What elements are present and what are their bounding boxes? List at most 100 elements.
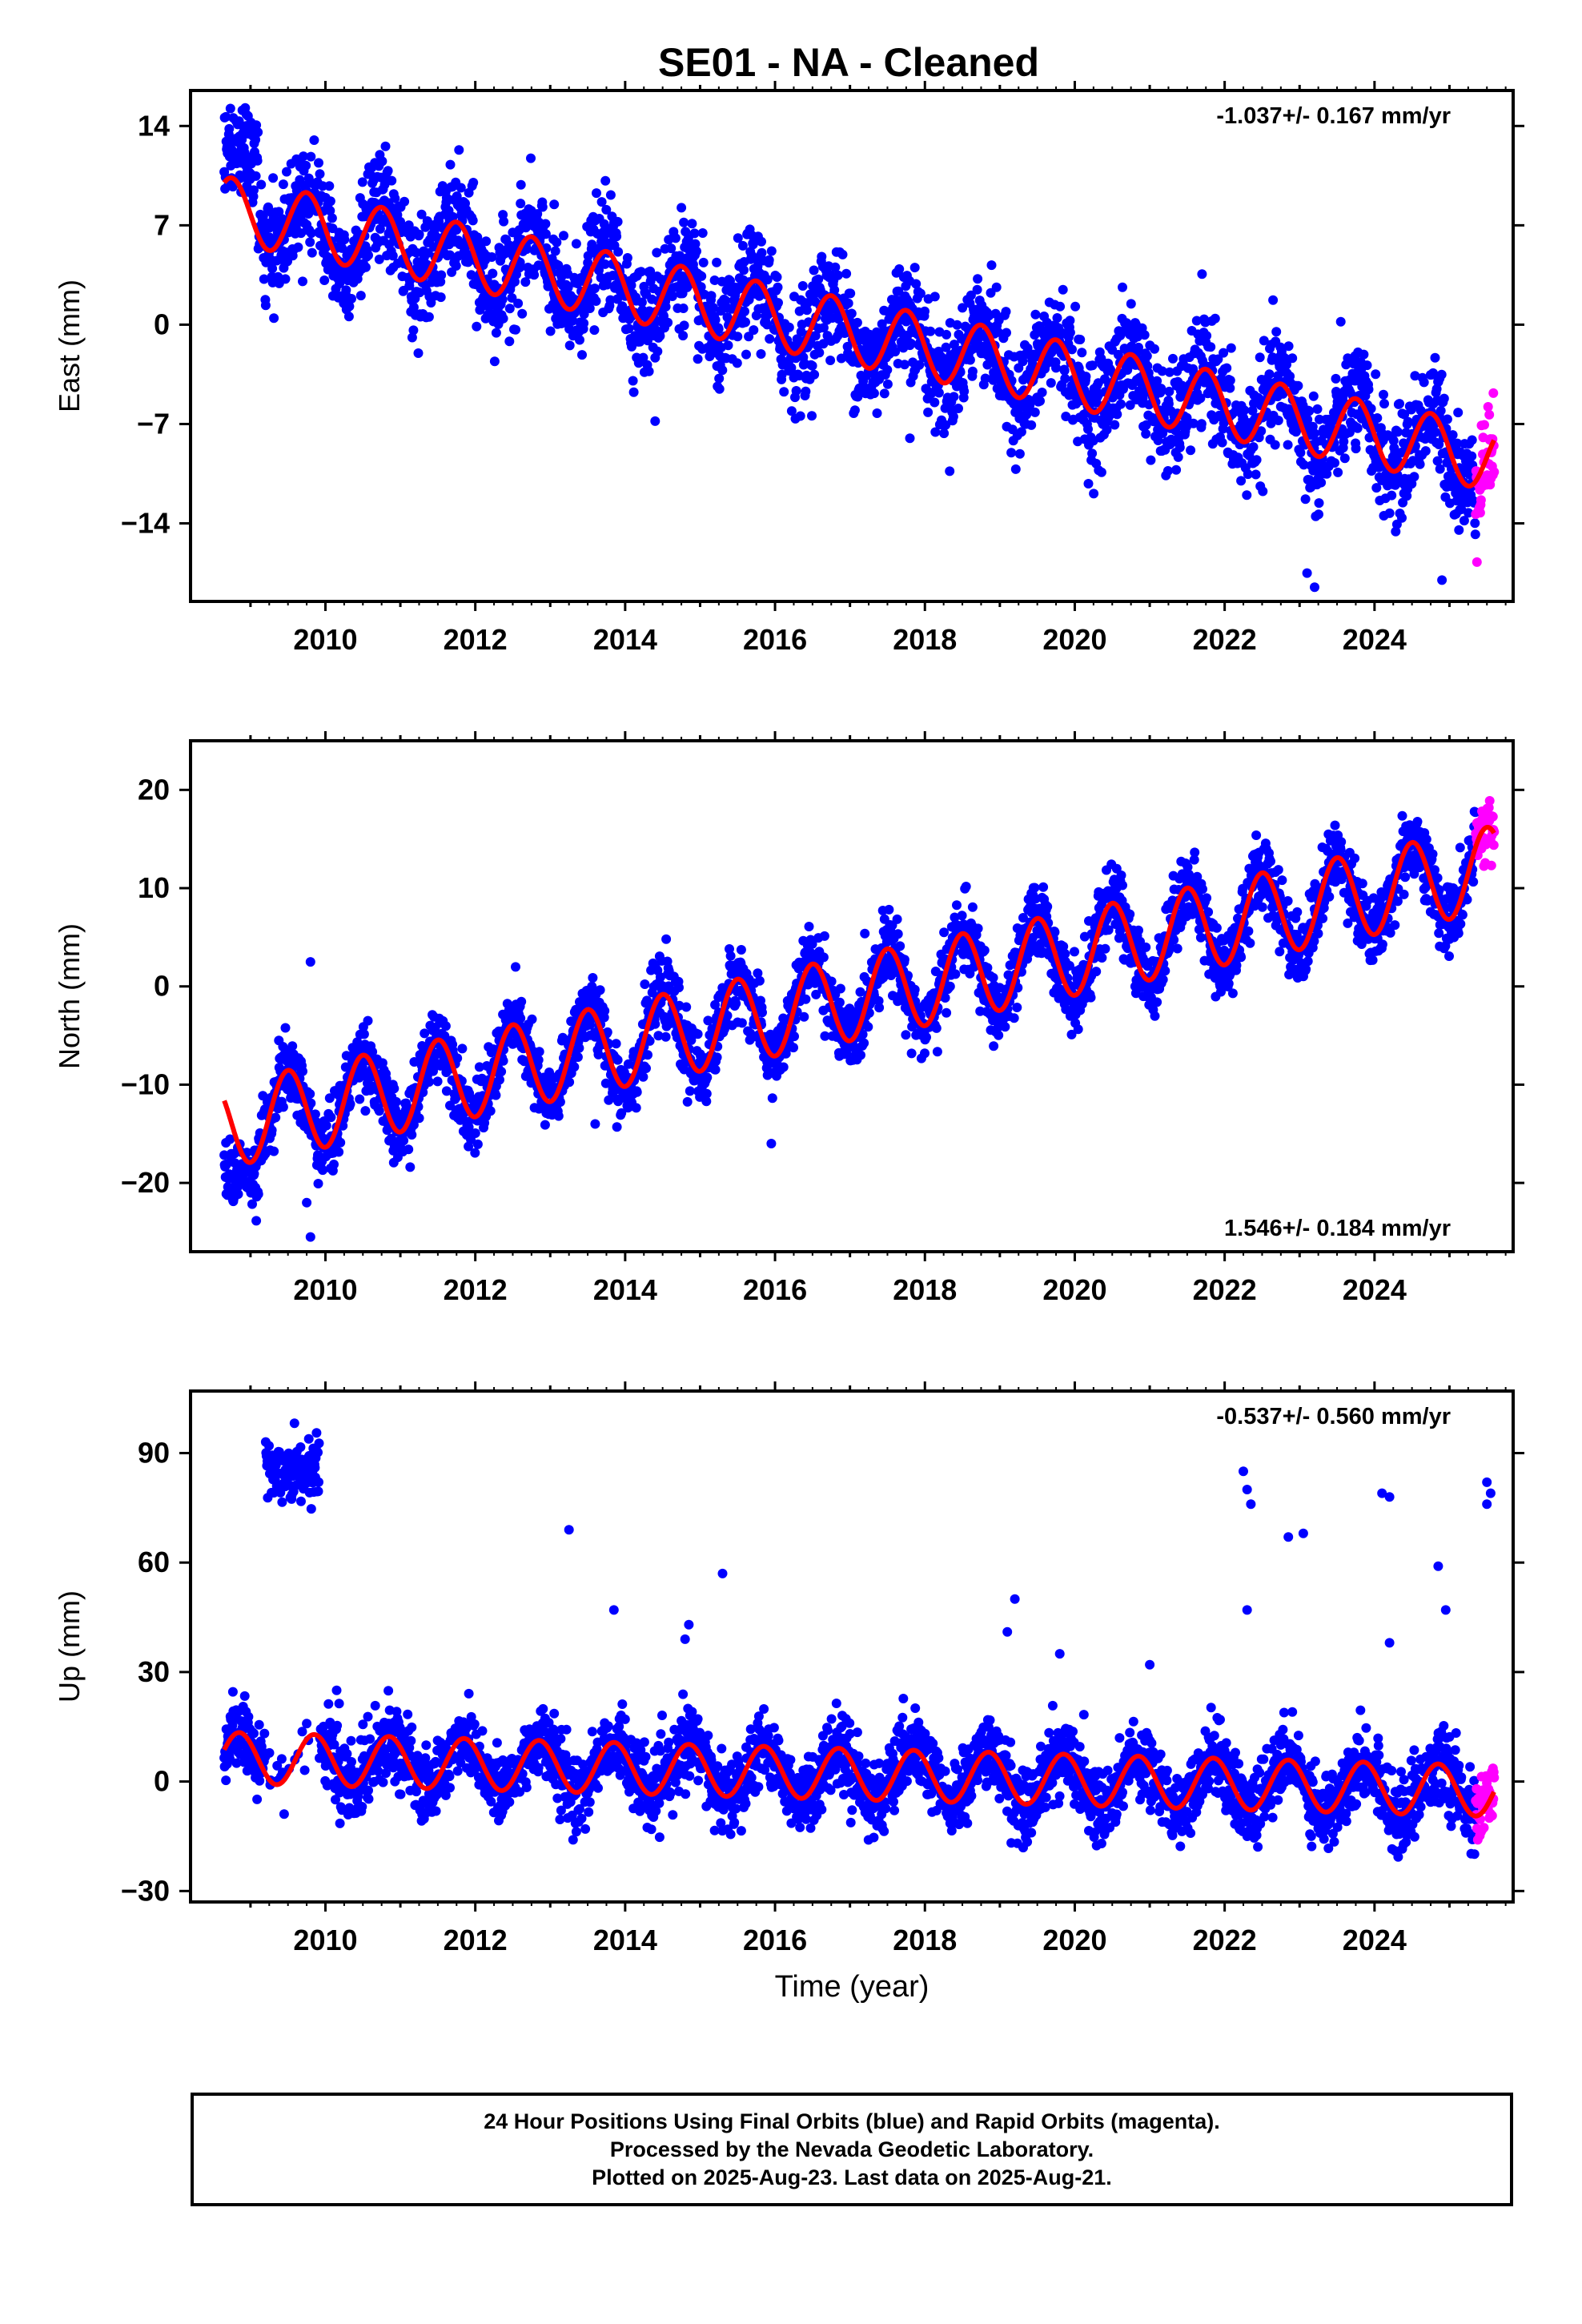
east-final-orbit-point [591,296,601,306]
east-final-orbit-point [1226,343,1236,353]
east-x-tick-label: 2016 [743,623,807,656]
east-final-orbit-point [1197,269,1207,279]
east-final-orbit-point [1270,440,1280,450]
east-final-orbit-point [1312,404,1323,414]
north-final-orbit-point [470,1148,480,1158]
east-final-orbit-point [764,255,774,265]
north-final-orbit-point [600,1006,610,1016]
east-final-orbit-point [1174,442,1185,452]
east-final-orbit-point [757,247,767,258]
east-final-orbit-point [1251,455,1262,465]
east-final-orbit-point [1379,389,1388,400]
east-final-orbit-point [1316,477,1327,488]
east-final-orbit-point [515,257,525,267]
east-final-orbit-point [829,285,840,296]
north-final-orbit-point [906,1048,917,1059]
north-final-orbit-point [712,1052,722,1063]
east-final-orbit-point [448,211,458,222]
east-final-orbit-point [545,326,556,336]
north-final-orbit-point [360,1106,371,1116]
north-final-orbit-point [440,1021,451,1031]
north-final-orbit-point [661,1031,671,1042]
east-final-orbit-point [973,274,983,284]
north-final-orbit-point [789,1043,798,1053]
north-final-orbit-point [801,994,811,1004]
east-final-orbit-point [374,254,384,264]
east-final-orbit-point [605,190,616,200]
east-final-orbit-point [954,404,963,413]
east-final-orbit-point [807,411,817,421]
east-final-orbit-point [568,316,578,326]
east-final-orbit-point [315,169,325,179]
east-final-orbit-point [1219,348,1229,358]
east-final-orbit-point [510,276,520,287]
east-final-orbit-point [666,243,677,254]
east-final-orbit-point [314,158,323,168]
north-final-orbit-point [511,962,520,972]
east-final-orbit-point [741,349,751,360]
east-y-axis-label: East (mm) [53,279,86,412]
east-final-orbit-point [1025,400,1035,411]
east-final-orbit-point [1447,430,1458,440]
east-final-orbit-point [817,251,827,262]
east-outlier-point [905,433,915,444]
east-final-orbit-point [706,291,717,301]
north-final-orbit-point [399,1136,409,1146]
east-final-orbit-point [1210,313,1220,324]
east-final-orbit-point [733,332,743,342]
north-final-orbit-point [595,985,605,995]
east-final-orbit-point [379,179,390,190]
east-final-orbit-point [387,175,397,186]
east-final-orbit-point [638,352,648,363]
east-final-orbit-point [587,239,597,250]
east-final-orbit-point [814,348,825,358]
east-final-orbit-point [1196,419,1207,429]
east-final-orbit-point [1242,490,1252,501]
east-final-orbit-point [1037,388,1047,397]
east-final-orbit-point [552,237,562,247]
east-final-orbit-point [967,366,978,376]
east-final-orbit-point [325,206,335,216]
north-final-orbit-point [757,1007,767,1018]
north-final-orbit-point [420,1028,430,1039]
east-final-orbit-point [1195,393,1206,404]
east-final-orbit-point [930,292,940,302]
east-final-orbit-point [797,281,808,291]
east-final-orbit-point [766,246,777,256]
east-final-orbit-point [507,293,517,303]
east-final-orbit-point [1118,282,1127,292]
east-final-orbit-point [1060,373,1070,384]
east-final-orbit-point [1470,529,1480,540]
east-final-orbit-point [347,294,356,304]
north-final-orbit-point [804,922,814,931]
east-final-orbit-point [920,306,930,316]
east-final-orbit-point [559,231,568,241]
north-final-orbit-point [253,1189,263,1200]
east-final-orbit-point [846,308,857,319]
east-final-orbit-point [599,219,609,229]
east-final-orbit-point [249,185,259,195]
east-y-tick-label: −7 [137,407,170,440]
east-final-orbit-point [325,196,335,207]
east-final-orbit-point [714,384,725,394]
east-y-tick-label: −14 [121,507,170,540]
east-final-orbit-point [407,332,417,343]
east-final-orbit-point [1030,407,1040,417]
east-final-orbit-point [687,219,697,229]
east-final-orbit-point [843,298,853,308]
north-final-orbit-point [859,1038,869,1048]
east-final-orbit-point [714,373,725,384]
east-final-orbit-point [327,213,337,223]
east-final-orbit-point [644,366,654,376]
east-rapid-orbit-point [1489,467,1500,477]
east-final-orbit-point [343,312,354,322]
east-final-orbit-point [1470,518,1480,529]
north-final-orbit-point [470,1128,480,1138]
east-rate-label: -1.037+/- 0.167 mm/yr [1216,103,1451,129]
east-final-orbit-point [520,277,531,287]
east-final-orbit-point [723,340,733,351]
east-final-orbit-point [741,317,750,328]
north-final-orbit-point [457,1043,468,1054]
east-final-orbit-point [341,285,351,296]
east-outlier-point [1437,575,1447,585]
